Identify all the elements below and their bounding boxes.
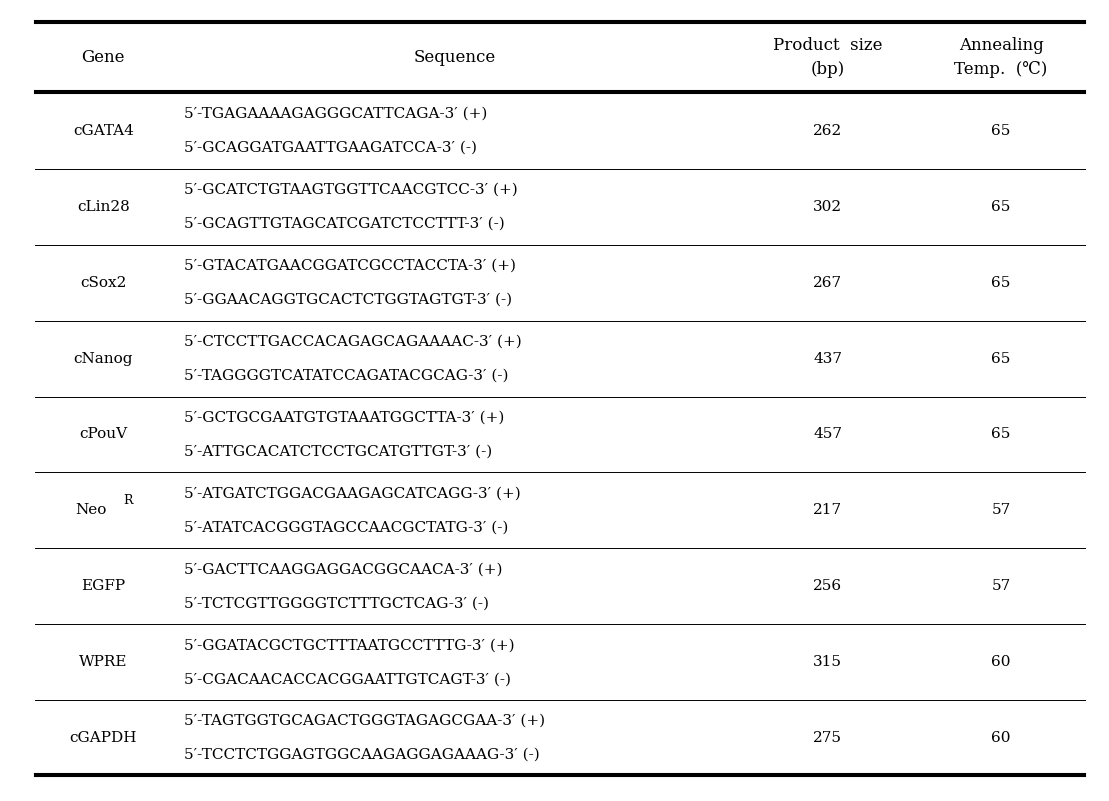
Text: R: R: [123, 494, 133, 507]
Text: Neo: Neo: [75, 503, 106, 517]
Text: (bp): (bp): [811, 61, 845, 78]
Text: 5′-GCATCTGTAAGTGGTTCAACGTCC-3′ (+): 5′-GCATCTGTAAGTGGTTCAACGTCC-3′ (+): [183, 183, 517, 197]
Text: 60: 60: [991, 655, 1010, 669]
Text: cLin28: cLin28: [77, 199, 130, 214]
Text: 315: 315: [813, 655, 842, 669]
Text: 65: 65: [991, 124, 1010, 138]
Text: WPRE: WPRE: [79, 655, 128, 669]
Text: cSox2: cSox2: [80, 276, 126, 290]
Text: 457: 457: [813, 428, 842, 441]
Text: Sequence: Sequence: [414, 49, 496, 66]
Text: EGFP: EGFP: [81, 579, 125, 594]
Text: Gene: Gene: [81, 49, 125, 66]
Text: 302: 302: [813, 199, 843, 214]
Text: 217: 217: [813, 503, 843, 517]
Text: 262: 262: [813, 124, 843, 138]
Text: 60: 60: [991, 731, 1010, 745]
Text: 65: 65: [991, 276, 1010, 290]
Text: 5′-CTCCTTGACCACAGAGCAGAAAAC-3′ (+): 5′-CTCCTTGACCACAGAGCAGAAAAC-3′ (+): [183, 335, 521, 348]
Text: cGAPDH: cGAPDH: [70, 731, 138, 745]
Text: 5′-ATTGCACATCTCCTGCATGTTGT-3′ (-): 5′-ATTGCACATCTCCTGCATGTTGT-3′ (-): [183, 445, 491, 458]
Text: Temp.  (℃): Temp. (℃): [955, 61, 1048, 78]
Text: 437: 437: [813, 352, 842, 365]
Text: cPouV: cPouV: [79, 428, 128, 441]
Text: cGATA4: cGATA4: [73, 124, 134, 138]
Text: 5′-GCAGTTGTAGCATCGATCTCCTTT-3′ (-): 5′-GCAGTTGTAGCATCGATCTCCTTT-3′ (-): [183, 217, 505, 231]
Text: 5′-GGAACAGGTGCACTCTGGTAGTGT-3′ (-): 5′-GGAACAGGTGCACTCTGGTAGTGT-3′ (-): [183, 292, 511, 307]
Text: 65: 65: [991, 352, 1010, 365]
Text: 5′-TAGTGGTGCAGACTGGGTAGAGCGAA-3′ (+): 5′-TAGTGGTGCAGACTGGGTAGAGCGAA-3′ (+): [183, 714, 545, 728]
Text: 5′-GACTTCAAGGAGGACGGCAACA-3′ (+): 5′-GACTTCAAGGAGGACGGCAACA-3′ (+): [183, 562, 502, 576]
Text: 5′-TCTCGTTGGGGTCTTTGCTCAG-3′ (-): 5′-TCTCGTTGGGGTCTTTGCTCAG-3′ (-): [183, 596, 488, 610]
Text: 5′-GGATACGCTGCTTTAATGCCTTTG-3′ (+): 5′-GGATACGCTGCTTTAATGCCTTTG-3′ (+): [183, 638, 515, 652]
Text: Annealing: Annealing: [958, 37, 1044, 54]
Text: 5′-GCAGGATGAATTGAAGATCCA-3′ (-): 5′-GCAGGATGAATTGAAGATCCA-3′ (-): [183, 141, 477, 155]
Text: 5′-GCTGCGAATGTGTAAATGGCTTA-3′ (+): 5′-GCTGCGAATGTGTAAATGGCTTA-3′ (+): [183, 410, 503, 425]
Text: 5′-GTACATGAACGGATCGCCTACCTA-3′ (+): 5′-GTACATGAACGGATCGCCTACCTA-3′ (+): [183, 259, 516, 272]
Text: 256: 256: [813, 579, 843, 594]
Text: 5′-ATATCACGGGTAGCCAACGCTATG-3′ (-): 5′-ATATCACGGGTAGCCAACGCTATG-3′ (-): [183, 521, 508, 534]
Text: 5′-ATGATCTGGACGAAGAGCATCAGG-3′ (+): 5′-ATGATCTGGACGAAGAGCATCAGG-3′ (+): [183, 486, 520, 501]
Text: 65: 65: [991, 428, 1010, 441]
Text: 57: 57: [991, 503, 1010, 517]
Text: 5′-TCCTCTGGAGTGGCAAGAGGAGAAAG-3′ (-): 5′-TCCTCTGGAGTGGCAAGAGGAGAAAG-3′ (-): [183, 748, 539, 762]
Text: 57: 57: [991, 579, 1010, 594]
Text: 65: 65: [991, 199, 1010, 214]
Text: 5′-CGACAACACCACGGAATTGTCAGT-3′ (-): 5′-CGACAACACCACGGAATTGTCAGT-3′ (-): [183, 672, 510, 686]
Text: 5′-TGAGAAAAGAGGGCATTCAGA-3′ (+): 5′-TGAGAAAAGAGGGCATTCAGA-3′ (+): [183, 107, 487, 121]
Text: 5′-TAGGGGTCATATCCAGATACGCAG-3′ (-): 5′-TAGGGGTCATATCCAGATACGCAG-3′ (-): [183, 368, 508, 383]
Text: cNanog: cNanog: [73, 352, 133, 365]
Text: 275: 275: [813, 731, 842, 745]
Text: Product  size: Product size: [773, 37, 883, 54]
Text: 267: 267: [813, 276, 843, 290]
